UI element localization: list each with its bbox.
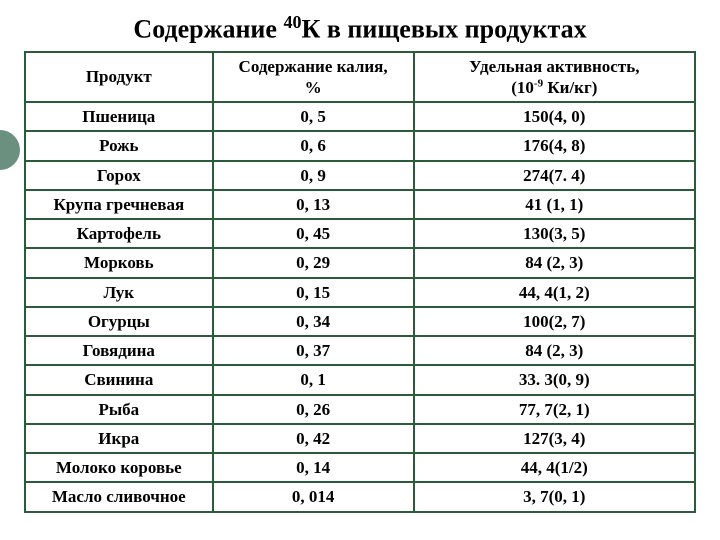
cell-activity: 84 (2, 3)	[414, 336, 695, 365]
col3-line2-post: Ки/кг)	[543, 78, 597, 97]
col3-line2-pre: (10	[511, 78, 534, 97]
cell-activity: 127(3, 4)	[414, 424, 695, 453]
col2-line1: Содержание калия,	[239, 57, 388, 76]
table-row: Лук0, 1544, 4(1, 2)	[25, 278, 695, 307]
cell-product: Пшеница	[25, 102, 213, 131]
cell-product: Горох	[25, 161, 213, 190]
table-row: Морковь0, 2984 (2, 3)	[25, 248, 695, 277]
table-header-row: Продукт Содержание калия, % Удельная акт…	[25, 52, 695, 103]
col-header-product: Продукт	[25, 52, 213, 103]
title-pre: Содержание	[133, 15, 283, 44]
table-row: Картофель0, 45130(3, 5)	[25, 219, 695, 248]
cell-activity: 33. 3(0, 9)	[414, 365, 695, 394]
cell-potassium: 0, 37	[213, 336, 414, 365]
cell-product: Морковь	[25, 248, 213, 277]
table-row: Рожь0, 6176(4, 8)	[25, 131, 695, 160]
table-row: Масло сливочное0, 0143, 7(0, 1)	[25, 482, 695, 511]
table-container: Продукт Содержание калия, % Удельная акт…	[0, 51, 720, 513]
cell-activity: 41 (1, 1)	[414, 190, 695, 219]
table-body: Пшеница0, 5150(4, 0)Рожь0, 6176(4, 8)Гор…	[25, 102, 695, 512]
cell-product: Лук	[25, 278, 213, 307]
cell-potassium: 0, 13	[213, 190, 414, 219]
cell-potassium: 0, 26	[213, 395, 414, 424]
col-header-potassium: Содержание калия, %	[213, 52, 414, 103]
cell-product: Картофель	[25, 219, 213, 248]
table-row: Горох0, 9274(7. 4)	[25, 161, 695, 190]
cell-activity: 100(2, 7)	[414, 307, 695, 336]
table-row: Икра0, 42127(3, 4)	[25, 424, 695, 453]
cell-activity: 274(7. 4)	[414, 161, 695, 190]
cell-potassium: 0, 34	[213, 307, 414, 336]
col3-line1: Удельная активность,	[469, 57, 639, 76]
cell-product: Огурцы	[25, 307, 213, 336]
cell-activity: 44, 4(1, 2)	[414, 278, 695, 307]
data-table: Продукт Содержание калия, % Удельная акт…	[24, 51, 696, 513]
cell-product: Масло сливочное	[25, 482, 213, 511]
table-row: Говядина0, 3784 (2, 3)	[25, 336, 695, 365]
cell-potassium: 0, 1	[213, 365, 414, 394]
cell-product: Молоко коровье	[25, 453, 213, 482]
cell-product: Рожь	[25, 131, 213, 160]
table-row: Пшеница0, 5150(4, 0)	[25, 102, 695, 131]
table-row: Рыба0, 2677, 7(2, 1)	[25, 395, 695, 424]
cell-potassium: 0, 29	[213, 248, 414, 277]
cell-potassium: 0, 5	[213, 102, 414, 131]
col3-line2-sup: -9	[534, 77, 543, 89]
col-header-activity: Удельная активность, (10-9 Ки/кг)	[414, 52, 695, 103]
cell-product: Говядина	[25, 336, 213, 365]
cell-activity: 44, 4(1/2)	[414, 453, 695, 482]
cell-potassium: 0, 14	[213, 453, 414, 482]
cell-activity: 130(3, 5)	[414, 219, 695, 248]
cell-activity: 84 (2, 3)	[414, 248, 695, 277]
cell-activity: 150(4, 0)	[414, 102, 695, 131]
cell-product: Икра	[25, 424, 213, 453]
cell-product: Крупа гречневая	[25, 190, 213, 219]
cell-activity: 176(4, 8)	[414, 131, 695, 160]
cell-activity: 77, 7(2, 1)	[414, 395, 695, 424]
page-title: Содержание 40К в пищевых продуктах	[0, 0, 720, 51]
cell-potassium: 0, 014	[213, 482, 414, 511]
col2-line2: %	[305, 78, 322, 97]
table-row: Молоко коровье0, 1444, 4(1/2)	[25, 453, 695, 482]
title-post: К в пищевых продуктах	[301, 15, 586, 44]
table-row: Крупа гречневая0, 1341 (1, 1)	[25, 190, 695, 219]
cell-product: Рыба	[25, 395, 213, 424]
cell-potassium: 0, 9	[213, 161, 414, 190]
table-row: Огурцы0, 34100(2, 7)	[25, 307, 695, 336]
cell-product: Свинина	[25, 365, 213, 394]
cell-activity: 3, 7(0, 1)	[414, 482, 695, 511]
title-sup: 40	[283, 12, 301, 32]
cell-potassium: 0, 15	[213, 278, 414, 307]
cell-potassium: 0, 6	[213, 131, 414, 160]
cell-potassium: 0, 45	[213, 219, 414, 248]
cell-potassium: 0, 42	[213, 424, 414, 453]
table-row: Свинина0, 133. 3(0, 9)	[25, 365, 695, 394]
